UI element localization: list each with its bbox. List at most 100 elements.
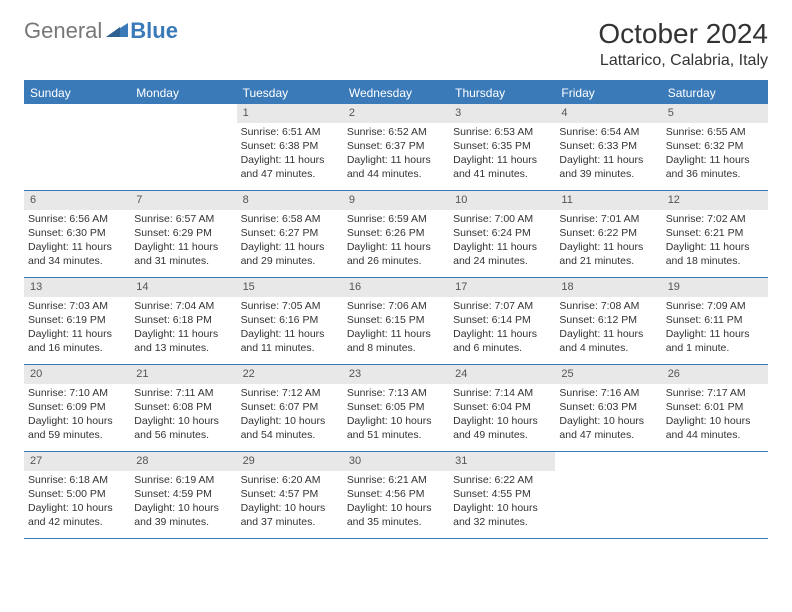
day-body: Sunrise: 6:20 AMSunset: 4:57 PMDaylight:… [237,471,343,534]
day-number: 18 [555,278,661,297]
sunset-text: Sunset: 6:37 PM [347,139,445,153]
daylight-text: Daylight: 11 hours and 29 minutes. [241,240,339,268]
sunrise-text: Sunrise: 6:18 AM [28,473,126,487]
calendar-day: 27Sunrise: 6:18 AMSunset: 5:00 PMDayligh… [24,452,130,538]
day-body: Sunrise: 6:19 AMSunset: 4:59 PMDaylight:… [130,471,236,534]
day-number [24,104,130,108]
calendar-day: 17Sunrise: 7:07 AMSunset: 6:14 PMDayligh… [449,278,555,364]
sunrise-text: Sunrise: 6:20 AM [241,473,339,487]
sunset-text: Sunset: 6:05 PM [347,400,445,414]
sunrise-text: Sunrise: 6:57 AM [134,212,232,226]
sunset-text: Sunset: 4:59 PM [134,487,232,501]
weekday-header: Saturday [662,82,768,104]
day-number: 4 [555,104,661,123]
calendar-day: 26Sunrise: 7:17 AMSunset: 6:01 PMDayligh… [662,365,768,451]
sunset-text: Sunset: 6:04 PM [453,400,551,414]
day-number: 9 [343,191,449,210]
sunset-text: Sunset: 6:14 PM [453,313,551,327]
day-body: Sunrise: 7:10 AMSunset: 6:09 PMDaylight:… [24,384,130,447]
daylight-text: Daylight: 11 hours and 24 minutes. [453,240,551,268]
day-body: Sunrise: 7:00 AMSunset: 6:24 PMDaylight:… [449,210,555,273]
sunset-text: Sunset: 6:07 PM [241,400,339,414]
weekday-header: Monday [130,82,236,104]
calendar-day [130,104,236,190]
day-body: Sunrise: 7:11 AMSunset: 6:08 PMDaylight:… [130,384,236,447]
sunset-text: Sunset: 6:29 PM [134,226,232,240]
sunrise-text: Sunrise: 6:56 AM [28,212,126,226]
calendar-day: 4Sunrise: 6:54 AMSunset: 6:33 PMDaylight… [555,104,661,190]
day-body: Sunrise: 6:55 AMSunset: 6:32 PMDaylight:… [662,123,768,186]
day-body: Sunrise: 7:05 AMSunset: 6:16 PMDaylight:… [237,297,343,360]
calendar-day: 9Sunrise: 6:59 AMSunset: 6:26 PMDaylight… [343,191,449,277]
day-number: 11 [555,191,661,210]
weekday-header: Thursday [449,82,555,104]
daylight-text: Daylight: 11 hours and 41 minutes. [453,153,551,181]
day-number: 27 [24,452,130,471]
title-block: October 2024 Lattarico, Calabria, Italy [598,18,768,70]
calendar-week: 13Sunrise: 7:03 AMSunset: 6:19 PMDayligh… [24,278,768,365]
sunrise-text: Sunrise: 6:21 AM [347,473,445,487]
sunrise-text: Sunrise: 7:09 AM [666,299,764,313]
sunrise-text: Sunrise: 7:04 AM [134,299,232,313]
page-title: October 2024 [598,18,768,50]
calendar-day: 11Sunrise: 7:01 AMSunset: 6:22 PMDayligh… [555,191,661,277]
weekday-header-row: SundayMondayTuesdayWednesdayThursdayFrid… [24,82,768,104]
sunset-text: Sunset: 6:33 PM [559,139,657,153]
calendar-day: 28Sunrise: 6:19 AMSunset: 4:59 PMDayligh… [130,452,236,538]
daylight-text: Daylight: 10 hours and 54 minutes. [241,414,339,442]
sunrise-text: Sunrise: 7:11 AM [134,386,232,400]
sunset-text: Sunset: 6:01 PM [666,400,764,414]
sunrise-text: Sunrise: 7:03 AM [28,299,126,313]
day-number: 20 [24,365,130,384]
sunset-text: Sunset: 4:56 PM [347,487,445,501]
daylight-text: Daylight: 10 hours and 32 minutes. [453,501,551,529]
calendar-day: 6Sunrise: 6:56 AMSunset: 6:30 PMDaylight… [24,191,130,277]
sunrise-text: Sunrise: 7:02 AM [666,212,764,226]
sunrise-text: Sunrise: 7:10 AM [28,386,126,400]
daylight-text: Daylight: 11 hours and 8 minutes. [347,327,445,355]
calendar-day: 10Sunrise: 7:00 AMSunset: 6:24 PMDayligh… [449,191,555,277]
day-body: Sunrise: 6:53 AMSunset: 6:35 PMDaylight:… [449,123,555,186]
daylight-text: Daylight: 11 hours and 31 minutes. [134,240,232,268]
sunset-text: Sunset: 4:57 PM [241,487,339,501]
day-body: Sunrise: 7:09 AMSunset: 6:11 PMDaylight:… [662,297,768,360]
sunset-text: Sunset: 6:27 PM [241,226,339,240]
day-body: Sunrise: 6:56 AMSunset: 6:30 PMDaylight:… [24,210,130,273]
sunset-text: Sunset: 6:24 PM [453,226,551,240]
day-number: 16 [343,278,449,297]
calendar-day: 5Sunrise: 6:55 AMSunset: 6:32 PMDaylight… [662,104,768,190]
daylight-text: Daylight: 10 hours and 49 minutes. [453,414,551,442]
calendar-day: 22Sunrise: 7:12 AMSunset: 6:07 PMDayligh… [237,365,343,451]
day-number: 14 [130,278,236,297]
daylight-text: Daylight: 11 hours and 47 minutes. [241,153,339,181]
day-body: Sunrise: 6:22 AMSunset: 4:55 PMDaylight:… [449,471,555,534]
day-body: Sunrise: 6:51 AMSunset: 6:38 PMDaylight:… [237,123,343,186]
sunrise-text: Sunrise: 7:01 AM [559,212,657,226]
day-number: 1 [237,104,343,123]
sunrise-text: Sunrise: 7:05 AM [241,299,339,313]
calendar-day: 15Sunrise: 7:05 AMSunset: 6:16 PMDayligh… [237,278,343,364]
calendar-day: 2Sunrise: 6:52 AMSunset: 6:37 PMDaylight… [343,104,449,190]
daylight-text: Daylight: 11 hours and 4 minutes. [559,327,657,355]
calendar-day: 8Sunrise: 6:58 AMSunset: 6:27 PMDaylight… [237,191,343,277]
weekday-header: Friday [555,82,661,104]
weekday-header: Wednesday [343,82,449,104]
sunset-text: Sunset: 6:18 PM [134,313,232,327]
sunset-text: Sunset: 6:12 PM [559,313,657,327]
calendar-day: 20Sunrise: 7:10 AMSunset: 6:09 PMDayligh… [24,365,130,451]
day-body: Sunrise: 7:07 AMSunset: 6:14 PMDaylight:… [449,297,555,360]
daylight-text: Daylight: 11 hours and 44 minutes. [347,153,445,181]
sunrise-text: Sunrise: 6:53 AM [453,125,551,139]
daylight-text: Daylight: 11 hours and 18 minutes. [666,240,764,268]
day-body: Sunrise: 7:06 AMSunset: 6:15 PMDaylight:… [343,297,449,360]
day-number: 7 [130,191,236,210]
calendar-day [662,452,768,538]
day-number: 28 [130,452,236,471]
sunrise-text: Sunrise: 7:17 AM [666,386,764,400]
daylight-text: Daylight: 10 hours and 59 minutes. [28,414,126,442]
sunrise-text: Sunrise: 7:07 AM [453,299,551,313]
daylight-text: Daylight: 11 hours and 21 minutes. [559,240,657,268]
calendar-day: 16Sunrise: 7:06 AMSunset: 6:15 PMDayligh… [343,278,449,364]
day-number: 2 [343,104,449,123]
sunset-text: Sunset: 6:09 PM [28,400,126,414]
